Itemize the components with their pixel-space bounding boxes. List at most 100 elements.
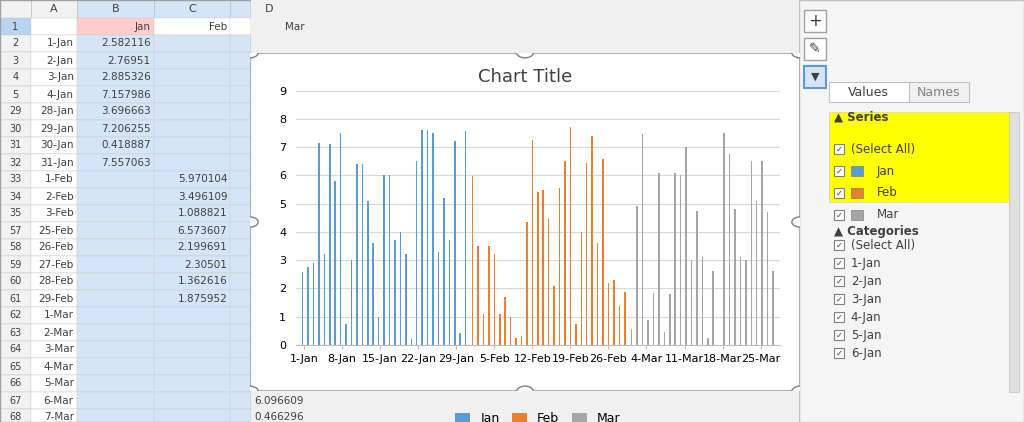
Bar	[230, 375, 307, 392]
Bar	[31, 256, 77, 273]
Bar	[77, 188, 154, 205]
Bar	[230, 188, 307, 205]
Bar	[77, 52, 154, 69]
Bar	[77, 86, 154, 103]
Bar	[543, 189, 544, 345]
Bar	[647, 320, 649, 345]
Bar	[154, 256, 230, 273]
Bar	[230, 86, 307, 103]
Bar	[154, 35, 230, 52]
Bar	[154, 188, 230, 205]
Bar	[0, 0, 31, 18]
Bar	[488, 246, 489, 345]
Bar	[575, 324, 577, 345]
Bar	[77, 409, 154, 422]
Bar	[696, 211, 697, 345]
Text: 4-Jan: 4-Jan	[851, 311, 882, 324]
Bar	[77, 18, 154, 35]
Text: ✓: ✓	[836, 330, 843, 340]
Bar	[77, 69, 154, 86]
Bar	[0, 358, 31, 375]
Bar	[154, 69, 230, 86]
Text: 25-Feb: 25-Feb	[39, 225, 74, 235]
Bar	[613, 280, 614, 345]
Bar	[454, 141, 456, 345]
Bar	[680, 176, 681, 345]
Text: 0.418887: 0.418887	[101, 141, 151, 151]
Bar	[154, 341, 230, 358]
Bar	[154, 171, 230, 188]
Text: 0.878739: 0.878739	[255, 362, 304, 371]
Circle shape	[792, 217, 808, 227]
Bar	[669, 294, 671, 345]
Bar	[154, 358, 230, 375]
Bar	[0, 188, 31, 205]
Bar	[443, 198, 444, 345]
Bar	[31, 69, 77, 86]
Bar	[767, 212, 768, 345]
Bar	[31, 375, 77, 392]
Bar	[624, 292, 626, 345]
Bar	[77, 307, 154, 324]
Text: 68: 68	[9, 412, 22, 422]
Bar	[477, 246, 479, 345]
Bar	[31, 256, 77, 273]
Bar	[745, 260, 746, 345]
Bar	[586, 163, 588, 345]
Text: +: +	[808, 12, 821, 30]
Bar	[804, 38, 825, 60]
Bar	[31, 52, 77, 69]
Text: 6.096609: 6.096609	[255, 395, 304, 406]
Bar	[828, 82, 909, 102]
Bar	[739, 257, 741, 345]
Bar	[154, 358, 230, 375]
Bar	[834, 240, 844, 250]
Bar	[154, 392, 230, 409]
Text: ▲ Series: ▲ Series	[834, 111, 888, 124]
Bar	[383, 176, 385, 345]
Bar	[230, 392, 307, 409]
Bar	[834, 188, 844, 198]
Text: 1.833981: 1.833981	[254, 379, 304, 389]
Bar	[77, 307, 154, 324]
Text: 7.557063: 7.557063	[101, 157, 151, 168]
Bar	[515, 338, 517, 345]
Bar	[154, 290, 230, 307]
Bar	[31, 137, 77, 154]
Text: 26-Feb: 26-Feb	[39, 243, 74, 252]
Bar	[230, 188, 307, 205]
Bar	[0, 205, 31, 222]
Bar	[154, 307, 230, 324]
Bar	[31, 18, 77, 35]
Bar	[553, 286, 555, 345]
Text: 7.157986: 7.157986	[100, 89, 151, 100]
Text: ✓: ✓	[836, 189, 843, 197]
Bar	[230, 273, 307, 290]
Text: 2.885326: 2.885326	[100, 73, 151, 82]
Text: ✓: ✓	[836, 241, 843, 249]
Bar	[482, 314, 484, 345]
Bar	[77, 205, 154, 222]
Bar	[230, 375, 307, 392]
Bar	[77, 205, 154, 222]
Bar	[77, 86, 154, 103]
Bar	[0, 290, 31, 307]
Bar	[77, 409, 154, 422]
Text: 31-Jan: 31-Jan	[40, 157, 74, 168]
Bar	[154, 69, 230, 86]
Bar	[701, 257, 703, 345]
Bar	[691, 260, 692, 345]
Bar	[77, 137, 154, 154]
Bar	[335, 181, 336, 345]
Bar	[154, 86, 230, 103]
Text: 6.573607: 6.573607	[178, 225, 227, 235]
Text: Feb: Feb	[209, 22, 227, 32]
Bar	[734, 209, 735, 345]
Bar	[851, 188, 863, 198]
Bar	[652, 293, 654, 345]
Bar	[351, 260, 352, 345]
Text: A: A	[50, 4, 57, 14]
Bar	[154, 324, 230, 341]
Bar	[230, 120, 307, 137]
Bar	[0, 324, 31, 341]
